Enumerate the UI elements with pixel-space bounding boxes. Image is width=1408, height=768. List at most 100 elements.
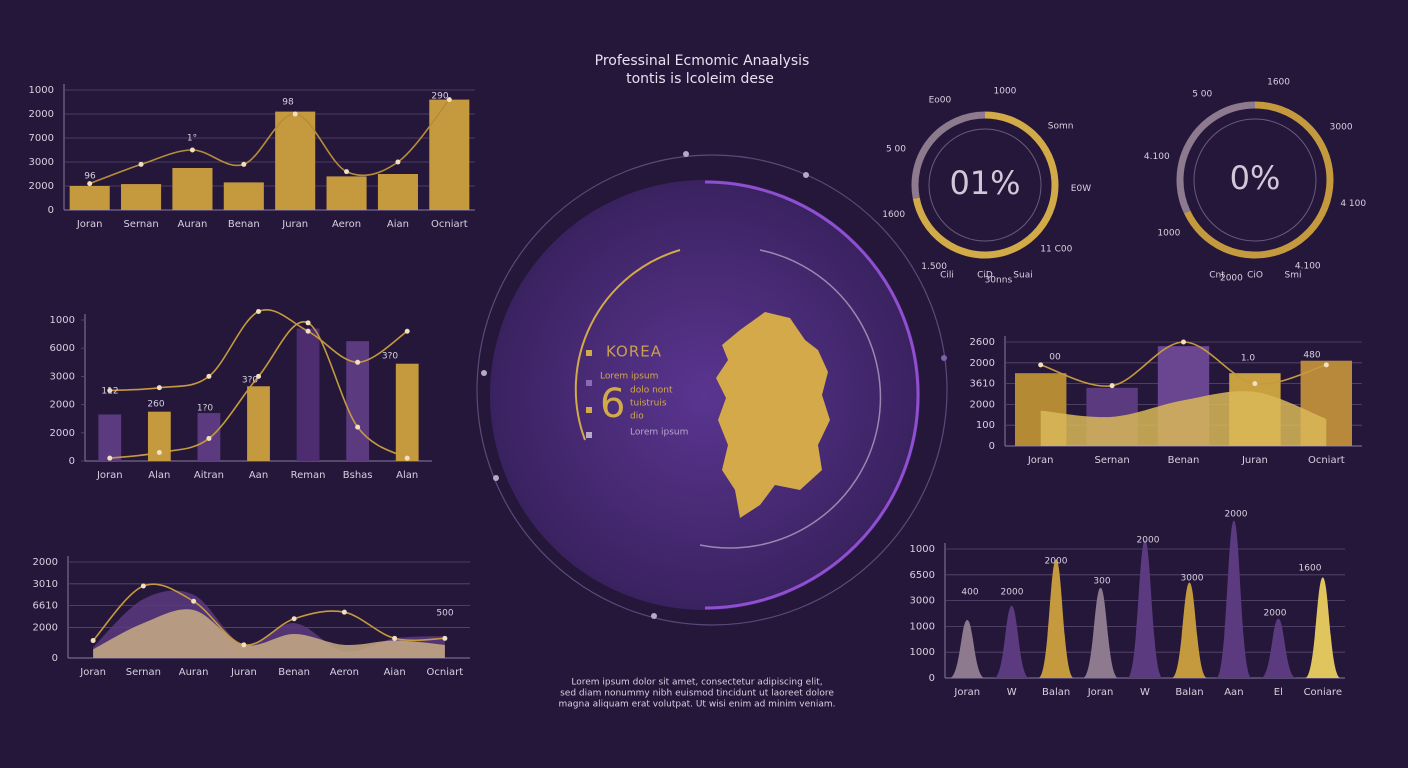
point [344,169,350,175]
bar [172,168,213,210]
donut-segment [1176,101,1256,214]
center-big: 6 [600,381,625,427]
point [291,616,297,622]
spike [1260,618,1297,678]
point [305,328,311,334]
annotation: 98 [282,98,294,108]
point [341,609,347,615]
ring-label: 30nns [985,276,1013,286]
center-heading: KOREA [606,343,662,361]
annotation: 480 [1303,351,1320,361]
x-tick-label: Aan [1224,687,1243,698]
x-tick-label: Benan [1168,455,1200,466]
point [206,435,212,441]
x-tick-label: Auran [179,667,209,678]
ring-dot [493,475,499,481]
area [93,609,445,658]
legend-entry: CiO [1247,271,1263,281]
x-tick-label: Joran [1027,455,1054,466]
ring-dot [481,370,487,376]
spike [1216,520,1252,678]
point [1181,339,1186,345]
x-tick-label: Coniare [1304,687,1342,698]
center-disc [490,180,920,610]
annotation: 2000 [1137,536,1160,546]
x-tick-label: Aan [249,470,268,481]
bullet [586,432,592,438]
point [305,320,311,326]
annotation: 290 [431,92,448,102]
bar [429,99,470,210]
y-tick-label: 1000 [910,621,935,632]
spike [1171,582,1208,678]
center-line: Lorem ipsum [600,372,658,382]
y-tick-label: 2000 [29,181,54,192]
point [241,161,247,167]
annotation: 400 [961,588,978,598]
x-tick-label: Juran [230,667,257,678]
point [138,161,144,167]
bar [223,182,264,210]
bullet [586,380,592,386]
ring-label: 1600 [882,210,905,220]
point [1252,381,1258,387]
y-tick-label: 2000 [50,428,75,439]
point [442,635,448,641]
point [446,97,452,103]
y-tick-label: 3000 [910,596,935,607]
x-tick-label: Joran [96,470,123,481]
point [87,181,93,187]
center-line: dolo nont [630,386,673,396]
x-tick-label: Balan [1175,687,1203,698]
y-tick-label: 1000 [910,544,935,555]
bullet [586,350,592,356]
footer-line: Lorem ipsum dolor sit amet, consectetur … [571,678,822,688]
point [107,388,113,393]
x-tick-label: Aian [387,219,409,230]
annotation: 2000 [1045,557,1068,567]
ring-label: 5 00 [886,145,906,155]
point [355,359,361,365]
annotation: 2000 [1264,609,1287,619]
x-tick-label: Reman [291,470,326,481]
x-tick-label: Ocniart [427,667,464,678]
ring-label: 3000 [1330,123,1353,133]
y-tick-label: 100 [976,420,995,431]
x-tick-label: Aeron [330,667,359,678]
y-tick-label: 2000 [970,399,995,410]
ring-label: 4.100 [1144,152,1170,162]
point [256,373,261,379]
point [395,159,401,165]
ring-dot [651,613,657,619]
y-tick-label: 0 [69,456,75,467]
y-tick-label: 2000 [33,622,58,633]
bar [147,411,171,461]
annotation: 260 [147,400,164,410]
x-tick-label: Juran [281,219,308,230]
x-tick-label: Bshas [343,470,373,481]
annotation: 1?0 [197,404,214,414]
x-tick-label: Alan [396,470,418,481]
point [140,583,146,589]
x-tick-label: W [1007,687,1017,698]
y-tick-label: 6000 [50,343,75,354]
gold-arc [574,249,681,441]
annotation: 300 [1093,577,1110,587]
point [404,455,410,461]
bar [395,363,419,461]
legend-entry: CiD [977,271,993,281]
point [191,598,197,604]
point [156,385,162,391]
ring-label: 4.100 [1295,262,1321,272]
bar [275,111,316,210]
ring-label: 1000 [1157,228,1180,238]
bar [98,414,122,461]
center-line: dio [630,412,644,422]
x-tick-label: Juran [1241,455,1268,466]
point [189,147,195,153]
center-label: 01% [949,164,1020,202]
x-tick-label: Ocniart [1308,455,1345,466]
inner-arc [699,249,882,549]
annotation: 1600 [1299,564,1322,574]
x-tick-label: W [1140,687,1150,698]
